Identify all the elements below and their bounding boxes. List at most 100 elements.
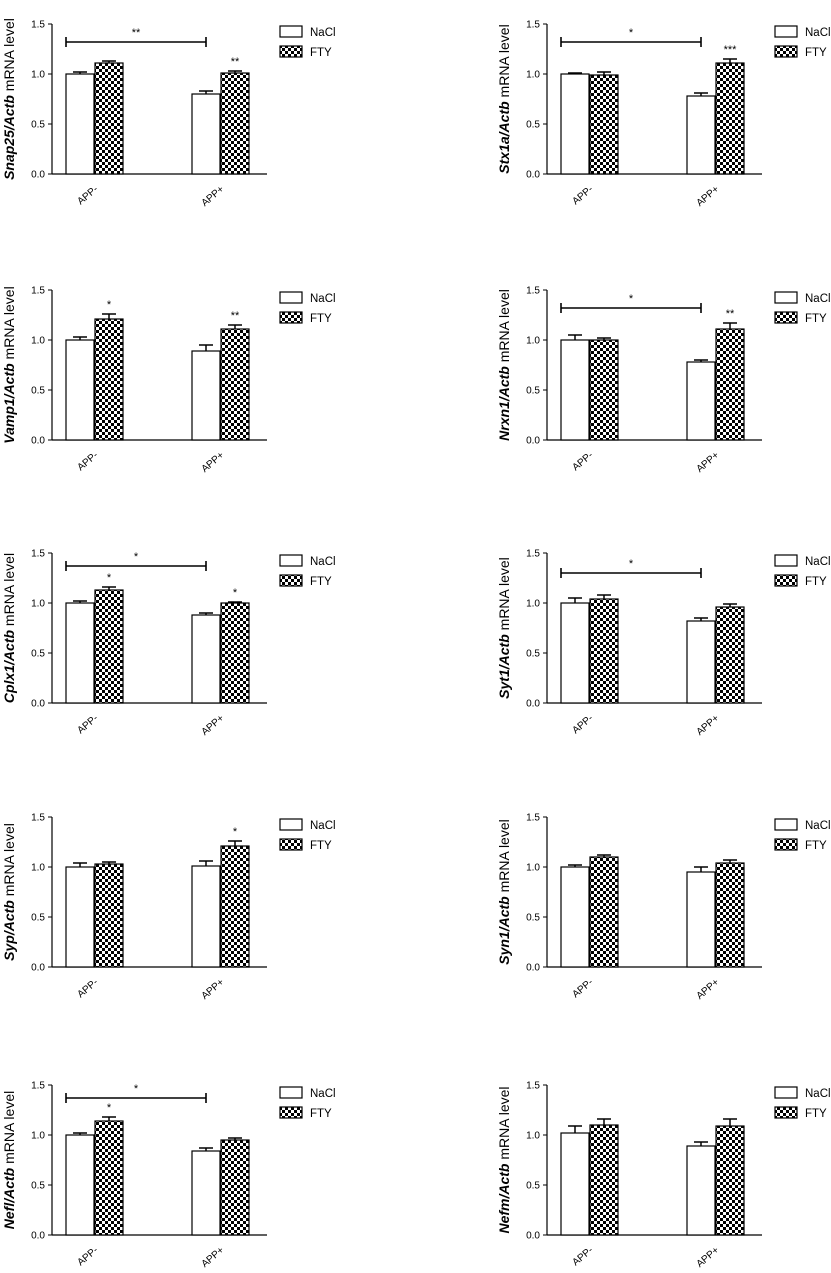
y-tick-label: 1.5 [31, 20, 45, 31]
legend-label-fty: FTY [805, 576, 827, 588]
y-axis-label: Syt1/Actb mRNA level [496, 557, 512, 699]
significance-star: ** [726, 308, 735, 320]
bar-nacl-app- [65, 602, 95, 704]
y-tick-label: 1.5 [526, 286, 540, 297]
y-tick-label: 0.0 [31, 436, 45, 447]
y-axis-label: Syn1/Actb mRNA level [496, 819, 512, 965]
x-tick-label: APP- [570, 184, 595, 207]
bar-fty-app- [589, 74, 619, 175]
x-tick-label: APP+ [200, 977, 227, 1002]
y-axis-label-gene: Stx1a/Actb [496, 101, 512, 174]
bar-fty-app- [94, 62, 124, 175]
bar-nacl-app- [560, 602, 590, 704]
bar-nacl-app- [560, 866, 590, 968]
legend-label-fty: FTY [310, 1108, 332, 1120]
y-tick-label: 0.0 [31, 699, 45, 710]
bar-fty-app+ [715, 328, 745, 441]
x-tick-label: APP+ [695, 184, 722, 209]
y-tick-label: 0.0 [526, 1231, 540, 1242]
legend-label-nacl: NaCl [805, 293, 831, 305]
x-tick-label: APP- [75, 184, 100, 207]
y-tick-label: 1.0 [526, 336, 540, 347]
bar-fty-app+ [220, 845, 250, 968]
legend-label-nacl: NaCl [805, 556, 831, 568]
x-tick-label: APP- [75, 713, 100, 736]
x-tick-label: APP- [75, 1245, 100, 1268]
x-tick-label: APP+ [200, 713, 227, 738]
y-tick-label: 1.0 [31, 863, 45, 874]
bar-nacl-app- [560, 1132, 590, 1236]
y-tick-label: 1.0 [526, 1131, 540, 1142]
y-tick-label: 0.5 [526, 913, 540, 924]
y-tick-label: 1.0 [526, 599, 540, 610]
legend-swatch-nacl [774, 554, 798, 567]
significance-star: ** [231, 310, 240, 322]
y-axis-label-gene: Vamp1/Actb [1, 363, 17, 444]
chart-panel-1: 0.0 0.5 1.0 1.5 Snap25/Actb mRNA level APP- AP… [1, 18, 336, 209]
bar-fty-app+ [220, 602, 250, 704]
x-tick-label: APP+ [200, 184, 227, 209]
x-tick-label: APP- [570, 977, 595, 1000]
bar-nacl-app+ [686, 1145, 716, 1236]
y-tick-label: 1.0 [31, 336, 45, 347]
y-tick-label: 1.5 [526, 1081, 540, 1092]
y-tick-label: 0.5 [526, 386, 540, 397]
bar-nacl-app- [65, 73, 95, 175]
y-axis-label-gene: Nrxn1/Actb [496, 366, 512, 441]
y-axis-label-gene: Cplx1/Actb [1, 630, 17, 704]
y-tick-label: 0.5 [31, 913, 45, 924]
bar-nacl-app+ [191, 614, 221, 704]
y-tick-label: 0.5 [526, 649, 540, 660]
legend-swatch-fty [774, 45, 798, 58]
y-tick-label: 0.0 [31, 963, 45, 974]
legend-swatch-fty [279, 838, 303, 851]
y-tick-label: 1.5 [526, 549, 540, 560]
y-axis-label: Nefl/Actb mRNA level [1, 1091, 17, 1229]
legend-swatch-nacl [279, 291, 303, 304]
legend-label-nacl: NaCl [310, 820, 336, 832]
y-tick-label: 1.0 [31, 1131, 45, 1142]
y-tick-label: 1.5 [31, 1081, 45, 1092]
chart-panel-8: 0.0 0.5 1.0 1.5 Syn1/Actb mRNA level APP- APP+… [496, 813, 831, 1002]
legend-swatch-fty [774, 311, 798, 324]
bar-fty-app+ [715, 1125, 745, 1236]
bar-fty-app- [589, 598, 619, 704]
y-axis-label-suffix: mRNA level [496, 1086, 512, 1163]
legend-label-nacl: NaCl [805, 1088, 831, 1100]
y-axis-label-suffix: mRNA level [1, 286, 17, 363]
bar-fty-app+ [715, 862, 745, 968]
chart-panel-10: 0.0 0.5 1.0 1.5 Nefm/Actb mRNA level APP- APP+… [496, 1081, 831, 1270]
legend-label-fty: FTY [805, 313, 827, 325]
y-axis-label-suffix: mRNA level [496, 557, 512, 634]
legend-label-fty: FTY [310, 47, 332, 59]
y-axis-label: Stx1a/Actb mRNA level [496, 24, 512, 173]
y-tick-label: 0.5 [31, 1181, 45, 1192]
bar-fty-app- [589, 1124, 619, 1236]
y-tick-label: 0.0 [31, 170, 45, 181]
bar-fty-app+ [220, 1139, 250, 1236]
bar-nacl-app+ [191, 93, 221, 175]
y-tick-label: 0.5 [526, 120, 540, 131]
bar-nacl-app- [560, 339, 590, 441]
y-tick-label: 0.0 [526, 699, 540, 710]
bar-nacl-app- [65, 1134, 95, 1236]
y-axis-label-suffix: mRNA level [496, 289, 512, 366]
x-tick-label: APP+ [200, 450, 227, 475]
bar-nacl-app+ [686, 361, 716, 441]
y-tick-label: 1.0 [526, 70, 540, 81]
legend-swatch-nacl [774, 25, 798, 38]
bar-fty-app+ [220, 328, 250, 441]
y-axis-label: Vamp1/Actb mRNA level [1, 286, 17, 443]
legend-label-nacl: NaCl [310, 27, 336, 39]
y-axis-label: Cplx1/Actb mRNA level [1, 553, 17, 703]
y-axis-label-suffix: mRNA level [1, 823, 17, 900]
y-tick-label: 1.5 [31, 286, 45, 297]
y-tick-label: 0.0 [526, 170, 540, 181]
y-axis-label-suffix: mRNA level [496, 24, 512, 101]
significance-label: ** [132, 27, 141, 39]
y-axis-label-suffix: mRNA level [1, 18, 17, 95]
y-axis-label-suffix: mRNA level [1, 1091, 17, 1168]
bar-nacl-app+ [686, 95, 716, 175]
bar-fty-app+ [715, 606, 745, 704]
legend-swatch-fty [279, 1106, 303, 1119]
